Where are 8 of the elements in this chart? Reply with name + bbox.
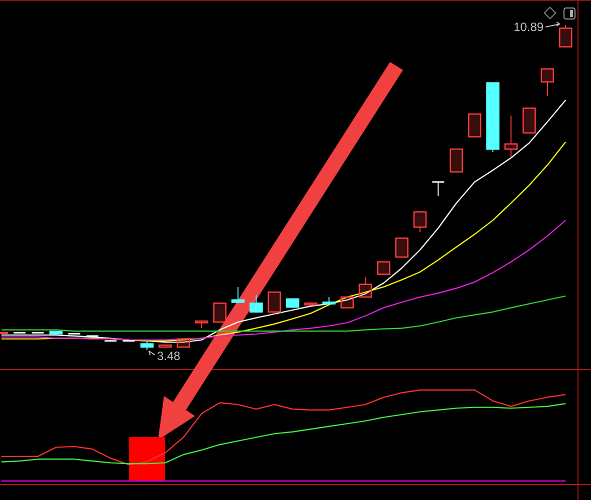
candlestick: [540, 68, 554, 97]
candlestick: [176, 338, 190, 348]
candlestick: [304, 302, 318, 306]
candlestick: [358, 276, 372, 298]
annotation: 3.48: [157, 349, 181, 363]
annotation: 10.89: [514, 20, 544, 34]
candlestick: [504, 115, 518, 158]
candlestick: [413, 211, 427, 233]
